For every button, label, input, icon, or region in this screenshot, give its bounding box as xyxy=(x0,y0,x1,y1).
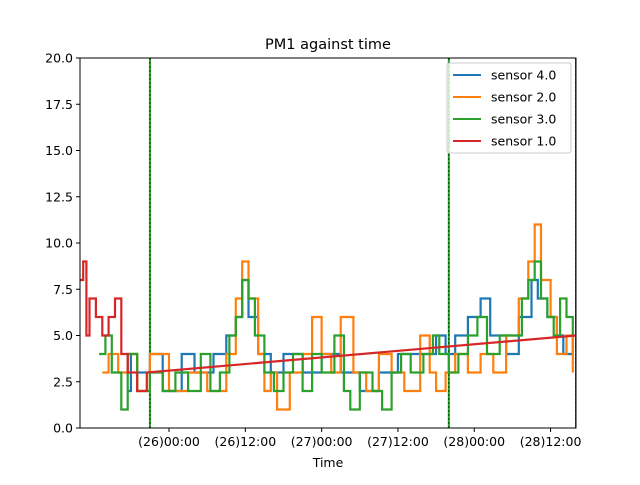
y-tick-label: 12.5 xyxy=(45,189,73,204)
y-tick-label: 0.0 xyxy=(53,421,73,436)
y-tick-label: 20.0 xyxy=(45,51,73,66)
x-tick-label: (28)12:00 xyxy=(520,434,582,449)
series-line-sensor-4-0 xyxy=(127,278,574,393)
x-tick-label: (26)00:00 xyxy=(138,434,200,449)
legend-label: sensor 4.0 xyxy=(491,68,556,83)
x-axis-label: Time xyxy=(312,455,344,470)
y-axis-ticks: 0.0 2.5 5.0 7.5 10.0 12.5 15.0 17.5 20.0 xyxy=(45,51,80,436)
legend: sensor 4.0 sensor 2.0 sensor 3.0 sensor 1.0 xyxy=(446,62,572,154)
y-tick-label: 5.0 xyxy=(53,328,73,343)
legend-frame xyxy=(446,62,572,154)
x-tick-label: (26)12:00 xyxy=(214,434,276,449)
x-tick-label: (27)12:00 xyxy=(367,434,429,449)
chart-title: PM1 against time xyxy=(265,37,391,53)
y-tick-label: 2.5 xyxy=(53,374,73,389)
x-axis-ticks: (26)00:00 (26)12:00 (27)00:00 (27)12:00 (28)… xyxy=(138,428,581,449)
y-tick-label: 17.5 xyxy=(45,97,73,112)
y-tick-label: 7.5 xyxy=(53,282,73,297)
y-tick-label: 15.0 xyxy=(45,143,73,158)
legend-label: sensor 2.0 xyxy=(491,90,556,105)
x-tick-label: (28)00:00 xyxy=(443,434,505,449)
x-tick-label: (27)00:00 xyxy=(291,434,353,449)
legend-label: sensor 1.0 xyxy=(491,134,556,149)
series-line-sensor-1-0 xyxy=(80,260,576,393)
series-lines xyxy=(80,223,576,411)
y-tick-label: 10.0 xyxy=(45,236,73,251)
legend-label: sensor 3.0 xyxy=(491,112,556,127)
series-line-sensor-3-0 xyxy=(99,260,574,411)
